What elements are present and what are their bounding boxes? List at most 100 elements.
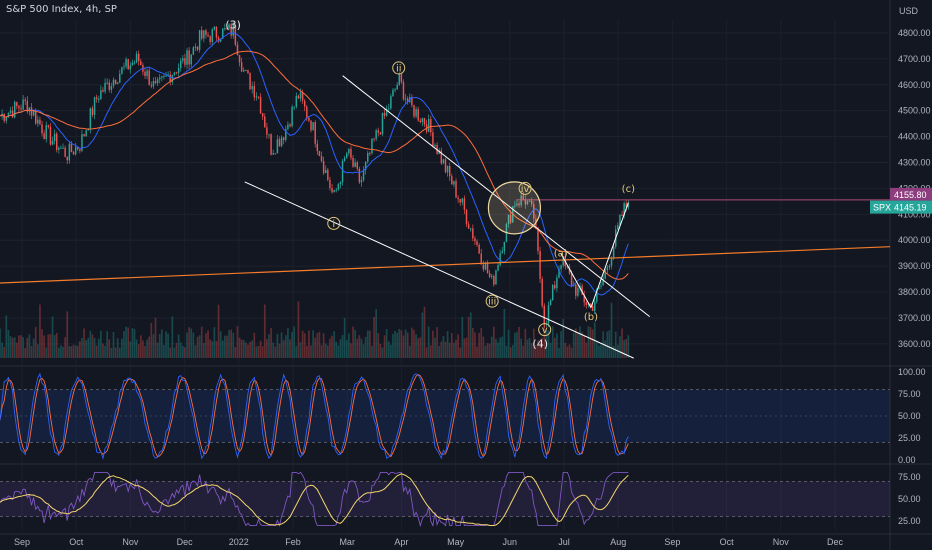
candle: [415, 109, 417, 117]
candle: [274, 153, 277, 155]
volume-bar: [413, 329, 415, 358]
candle: [434, 144, 436, 147]
candle: [324, 169, 327, 174]
volume-bar: [305, 345, 308, 358]
volume-bar: [348, 333, 350, 358]
volume-bar: [3, 346, 6, 358]
candle: [364, 161, 367, 170]
candle: [165, 75, 167, 77]
candle: [41, 124, 43, 134]
volume-bar: [68, 346, 71, 358]
volume-bar: [587, 326, 590, 358]
volume-bar: [627, 335, 630, 358]
candle: [253, 86, 256, 98]
candle: [467, 224, 470, 229]
candle: [135, 53, 138, 63]
candle: [383, 113, 386, 116]
candle: [270, 134, 272, 155]
candle: [432, 132, 434, 147]
support-trendline[interactable]: [0, 246, 891, 284]
volume-bar: [5, 315, 8, 358]
candle: [392, 89, 394, 97]
volume-bar: [255, 346, 258, 358]
volume-bar: [169, 347, 172, 358]
volume-bar: [89, 330, 92, 358]
volume-bar: [558, 347, 560, 358]
candle: [463, 198, 466, 210]
volume-bar: [303, 333, 306, 358]
candle: [234, 24, 237, 45]
candle: [179, 60, 182, 69]
volume-bar: [55, 333, 58, 358]
volume-bar: [32, 338, 35, 358]
volume-bar: [429, 345, 432, 358]
candle: [217, 37, 220, 42]
candle: [83, 134, 85, 137]
volume-bar: [598, 345, 600, 358]
candle: [518, 203, 520, 206]
volume-bar: [484, 345, 487, 358]
candle: [472, 228, 474, 239]
candle: [257, 96, 260, 98]
candle: [350, 148, 352, 158]
candle: [247, 70, 249, 74]
candle: [482, 264, 485, 270]
candle: [266, 127, 268, 135]
candle: [373, 138, 375, 140]
volume-bar: [577, 333, 579, 358]
volume-bar: [295, 345, 298, 358]
volume-bar: [448, 342, 451, 358]
candle: [95, 97, 98, 100]
volume-bar: [22, 337, 24, 358]
volume-bar: [362, 344, 365, 358]
candle: [60, 147, 62, 149]
volume-bar: [51, 316, 54, 358]
candle: [152, 81, 155, 87]
candle: [62, 147, 64, 149]
candle: [192, 47, 195, 55]
candle: [604, 270, 606, 279]
volume-bar: [30, 346, 33, 358]
stoch-tick-label: 100.00: [898, 367, 926, 377]
candle: [537, 227, 539, 251]
volume-bar: [133, 328, 136, 358]
lower-wedge-line[interactable]: [244, 181, 634, 359]
stoch-d-line: [0, 374, 629, 458]
volume-bar: [160, 329, 163, 358]
volume-bar: [457, 334, 459, 358]
volume-bar: [28, 334, 31, 358]
upper-wedge-line[interactable]: [342, 75, 651, 318]
time-axis: Sep Oct Nov Dec 2022 Feb Mar Apr May Jun Jul Aug Sep…: [14, 20, 843, 547]
time-tick-label: Oct: [720, 537, 735, 547]
symbol-header: S&P 500 Index, 4h, SP: [6, 4, 117, 15]
volume-bar: [366, 330, 369, 358]
abc-line-1[interactable]: [560, 252, 592, 308]
volume-bar: [62, 346, 64, 358]
volume-bar: [24, 347, 27, 358]
volume-bar: [335, 341, 338, 358]
stoch-tick-label: 50.00: [898, 411, 921, 421]
volume-bar: [278, 343, 281, 358]
volume-bar: [320, 345, 323, 358]
wave-label-ring: [392, 61, 406, 75]
volume-bar: [11, 337, 14, 358]
candle: [77, 146, 79, 150]
candle: [577, 287, 579, 296]
time-tick-label: Mar: [339, 537, 355, 547]
volume-bar: [39, 304, 41, 358]
volume-bar: [566, 346, 569, 358]
volume-bar: [245, 342, 247, 358]
candle: [163, 75, 165, 77]
volume-bar: [259, 340, 262, 358]
abc-line-2[interactable]: [590, 202, 629, 308]
volume-bar: [217, 304, 220, 358]
candle: [314, 122, 316, 144]
candle: [558, 269, 560, 278]
volume-bar: [495, 338, 497, 358]
candle: [255, 96, 258, 98]
volume-bar: [469, 312, 472, 358]
volume-bar: [165, 331, 167, 358]
volume-bar: [606, 331, 609, 358]
price-tag-label: 4145.19: [894, 203, 927, 213]
